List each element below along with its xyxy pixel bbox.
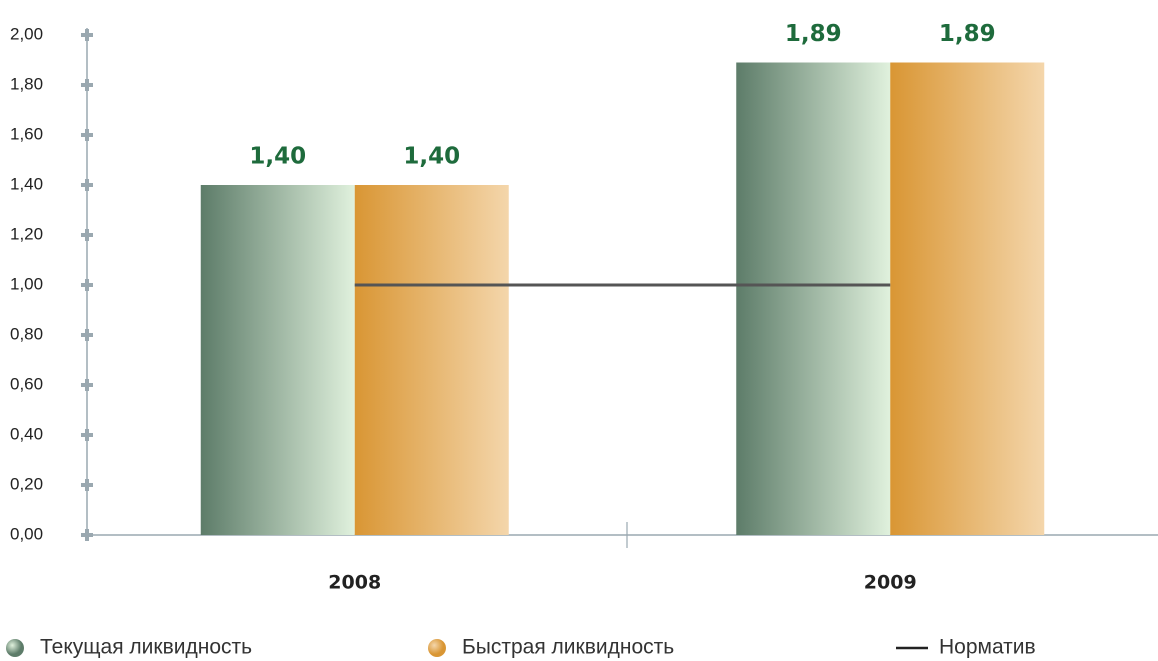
legend-label: Норматив xyxy=(939,636,1036,659)
tick-mark xyxy=(81,379,93,391)
x-tick-label: 2009 xyxy=(864,572,917,594)
value-label: 1,40 xyxy=(403,144,460,170)
tick-mark xyxy=(81,129,93,141)
y-tick-label: 0,60 xyxy=(10,374,43,393)
value-label: 1,40 xyxy=(249,144,306,170)
tick-mark xyxy=(81,229,93,241)
tick-mark xyxy=(81,429,93,441)
y-tick-label: 0,00 xyxy=(10,524,43,543)
tick-mark xyxy=(81,29,93,41)
legend-marker xyxy=(428,639,446,657)
y-tick-label: 0,80 xyxy=(10,324,43,343)
value-label: 1,89 xyxy=(939,21,996,47)
y-tick-label: 0,20 xyxy=(10,474,43,493)
y-tick-label: 0,40 xyxy=(10,424,43,443)
tick-mark xyxy=(81,279,93,291)
y-tick-label: 1,80 xyxy=(10,74,43,93)
y-tick-label: 1,00 xyxy=(10,274,43,293)
tick-mark xyxy=(81,329,93,341)
y-tick-label: 1,60 xyxy=(10,124,43,143)
bar xyxy=(200,185,355,535)
bar xyxy=(890,62,1045,535)
tick-mark xyxy=(81,479,93,491)
tick-mark xyxy=(81,179,93,191)
x-tick-label: 2008 xyxy=(328,572,381,594)
value-label: 1,89 xyxy=(785,21,842,47)
legend-label: Быстрая ликвидность xyxy=(462,636,674,659)
legend-label: Текущая ликвидность xyxy=(40,636,252,659)
tick-mark xyxy=(81,79,93,91)
y-tick-label: 1,20 xyxy=(10,224,43,243)
y-tick-label: 2,00 xyxy=(10,24,43,43)
legend-marker xyxy=(6,639,24,657)
bar xyxy=(354,185,509,535)
tick-mark xyxy=(81,529,93,541)
bar xyxy=(736,62,891,535)
y-tick-label: 1,40 xyxy=(10,174,43,193)
